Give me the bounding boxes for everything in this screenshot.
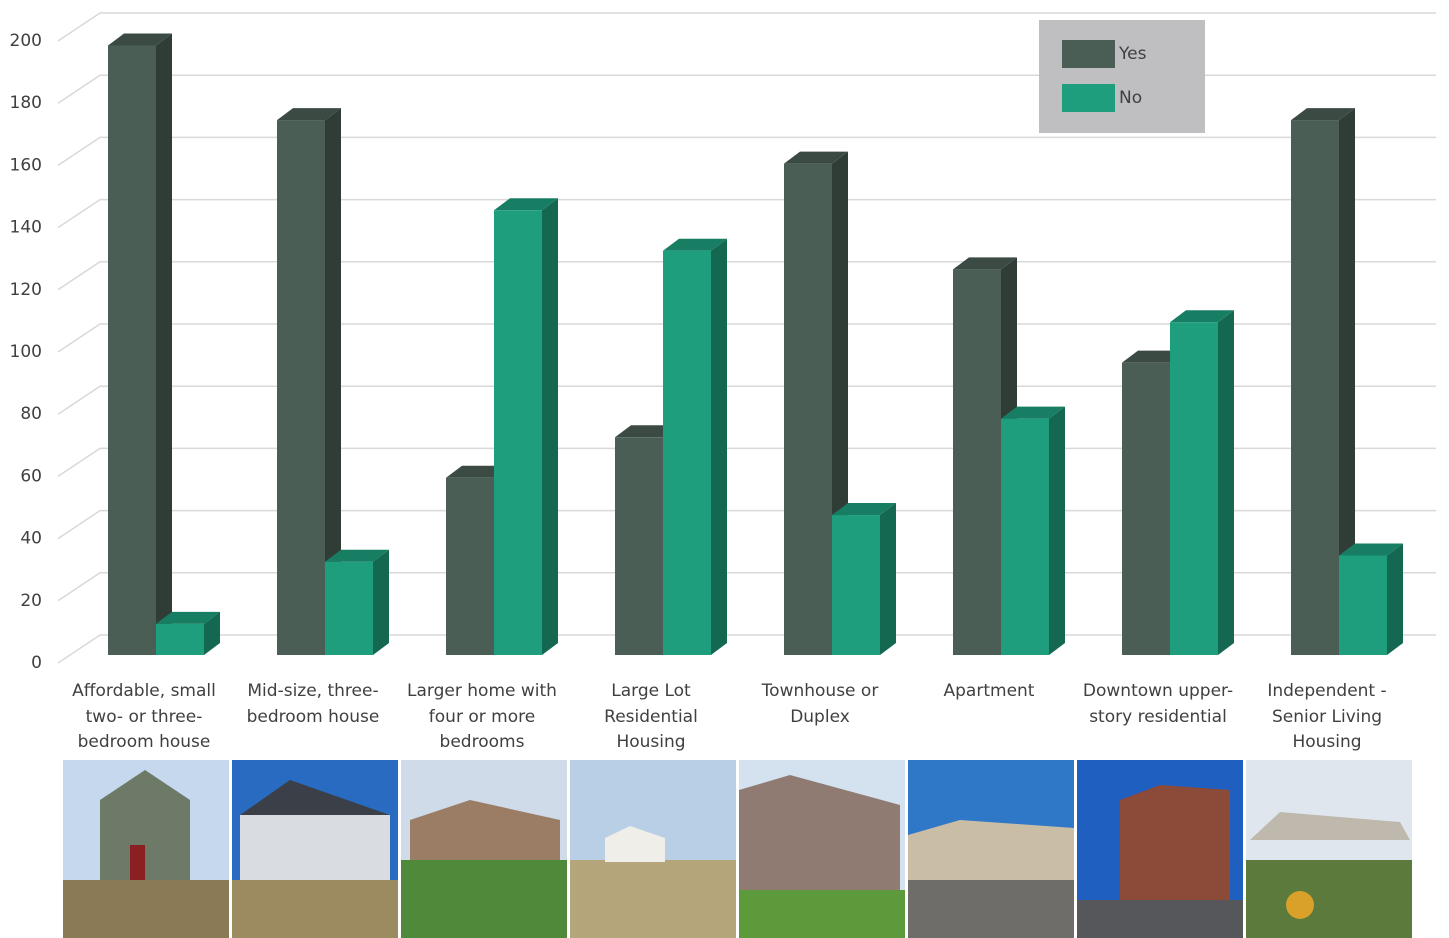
legend-label: Yes [1118, 44, 1147, 64]
x-tick-label: Affordable, small two- or three-bedroom … [72, 681, 216, 752]
bar [446, 477, 494, 655]
y-tick-label: 80 [20, 404, 42, 424]
legend-swatch [1062, 40, 1115, 68]
bar [1339, 555, 1387, 655]
legend-box [1039, 20, 1205, 133]
bar-top [108, 33, 172, 46]
photo [232, 760, 398, 938]
bar-side [711, 238, 727, 655]
y-tick-label: 20 [20, 591, 42, 611]
photo [570, 760, 736, 938]
y-tick-label: 100 [10, 342, 42, 362]
bar-side [1387, 543, 1403, 655]
x-tick-label: Apartment [943, 681, 1035, 701]
bar-top [156, 611, 220, 624]
bar-top [494, 198, 558, 211]
photo [401, 760, 567, 938]
bar-side [156, 33, 172, 655]
bar-side [1049, 406, 1065, 655]
y-tick-label: 200 [10, 31, 42, 51]
bar [1122, 362, 1170, 655]
bar [953, 269, 1001, 655]
legend: Yes No [1039, 20, 1205, 133]
x-tick-label: Townhouse or Duplex [761, 681, 879, 727]
x-tick-label: Larger home with four or more bedrooms [407, 681, 557, 752]
bar-top [832, 503, 896, 516]
grid-line [57, 136, 1436, 167]
bar-top [784, 151, 848, 164]
bar-top [1001, 406, 1065, 419]
photo [739, 760, 905, 938]
grid-line [57, 12, 1436, 42]
grid-line [57, 74, 1436, 104]
y-tick-label: 140 [10, 218, 42, 238]
bar-side [880, 503, 896, 655]
legend-swatch [1062, 84, 1115, 112]
photo [1246, 760, 1412, 938]
x-tick-label: Large Lot Residential Housing [604, 681, 698, 752]
x-tick-label: Mid-size, three-bedroom house [246, 681, 380, 727]
bar [156, 623, 204, 655]
bar [1001, 418, 1049, 655]
bar-top [1170, 310, 1234, 323]
y-tick-label: 180 [10, 93, 42, 113]
bar-side [325, 108, 341, 655]
bar [832, 515, 880, 655]
bar-top [325, 549, 389, 562]
bar-side [373, 549, 389, 655]
grid-line [57, 261, 1436, 291]
bar [784, 163, 832, 655]
bar-top [953, 257, 1017, 270]
bar-top [663, 238, 727, 251]
y-tick-label: 120 [10, 280, 42, 300]
bar-side [542, 198, 558, 655]
y-tick-label: 40 [20, 529, 42, 549]
bar [108, 45, 156, 655]
photo [63, 760, 229, 938]
y-tick-label: 160 [10, 155, 42, 175]
legend-label: No [1119, 88, 1142, 108]
y-tick-label: 60 [20, 466, 42, 486]
bar [663, 250, 711, 655]
photos [63, 760, 1412, 938]
bar [615, 437, 663, 655]
photo [908, 760, 1074, 938]
bar [325, 561, 373, 655]
bar [1170, 322, 1218, 655]
x-tick-label: Independent - Senior Living Housing [1267, 681, 1387, 752]
bar-side [1218, 310, 1234, 655]
bar-side [204, 611, 220, 655]
bar-top [1291, 108, 1355, 121]
bar [494, 210, 542, 655]
bar [277, 120, 325, 655]
photo [1077, 760, 1243, 938]
bar [1291, 120, 1339, 655]
grid-line [57, 198, 1436, 229]
bar-side [1339, 108, 1355, 655]
x-tick-label: Downtown upper-story residential [1082, 681, 1234, 727]
y-tick-label: 0 [31, 653, 42, 673]
bar-top [1339, 543, 1403, 556]
bar-top [277, 108, 341, 121]
